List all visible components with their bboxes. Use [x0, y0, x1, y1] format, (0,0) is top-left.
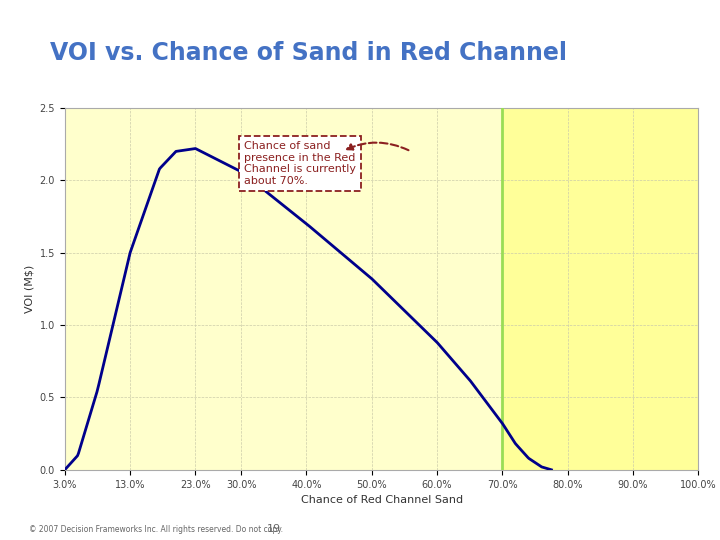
Text: © 2007 Decision Frameworks Inc. All rights reserved. Do not copy.: © 2007 Decision Frameworks Inc. All righ… [29, 524, 283, 534]
Y-axis label: VOI (M$): VOI (M$) [24, 265, 34, 313]
Text: 19: 19 [266, 523, 281, 534]
Text: Chance of sand
presence in the Red
Channel is currently
about 70%.: Chance of sand presence in the Red Chann… [244, 141, 356, 186]
Text: VOI vs. Chance of Sand in Red Channel: VOI vs. Chance of Sand in Red Channel [50, 42, 567, 65]
Bar [503, 108, 698, 470]
X-axis label: Chance of Red Channel Sand: Chance of Red Channel Sand [300, 495, 463, 505]
